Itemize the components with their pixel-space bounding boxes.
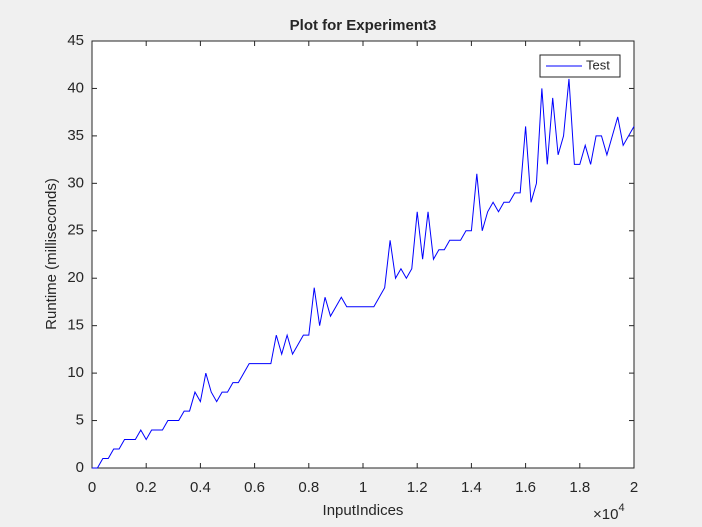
y-tick-label: 5: [76, 412, 84, 429]
y-axis-label: Runtime (milliseconds): [43, 178, 60, 330]
legend-label: Test: [586, 57, 610, 72]
chart-title: Plot for Experiment3: [290, 17, 437, 34]
x-tick-label: 0: [88, 479, 96, 496]
x-tick-label: 2: [630, 479, 638, 496]
x-tick-label: 1: [359, 479, 367, 496]
y-tick-label: 40: [67, 79, 84, 96]
x-tick-label: 1.6: [515, 479, 536, 496]
y-tick-label: 15: [67, 317, 84, 334]
y-tick-label: 35: [67, 127, 84, 144]
y-tick-label: 10: [67, 364, 84, 381]
x-tick-label: 0.4: [190, 479, 211, 496]
y-tick-label: 0: [76, 459, 84, 476]
x-exponent-base: ×10: [593, 506, 618, 523]
x-tick-label: 0.2: [136, 479, 157, 496]
x-tick-label: 1.8: [569, 479, 590, 496]
x-tick-label: 0.8: [298, 479, 319, 496]
y-tick-label: 20: [67, 269, 84, 286]
x-exponent-power: 4: [618, 502, 624, 514]
x-axis-label: InputIndices: [323, 502, 404, 519]
axes-box: [91, 40, 635, 469]
data-line: [92, 78, 635, 469]
x-tick-label: 1.2: [407, 479, 428, 496]
x-tick-label: 0.6: [244, 479, 265, 496]
y-tick-label: 30: [67, 174, 84, 191]
y-tick-label: 45: [67, 32, 84, 49]
y-tick-label: 25: [67, 222, 84, 239]
x-exponent: ×104: [593, 502, 625, 523]
x-tick-label: 1.4: [461, 479, 482, 496]
